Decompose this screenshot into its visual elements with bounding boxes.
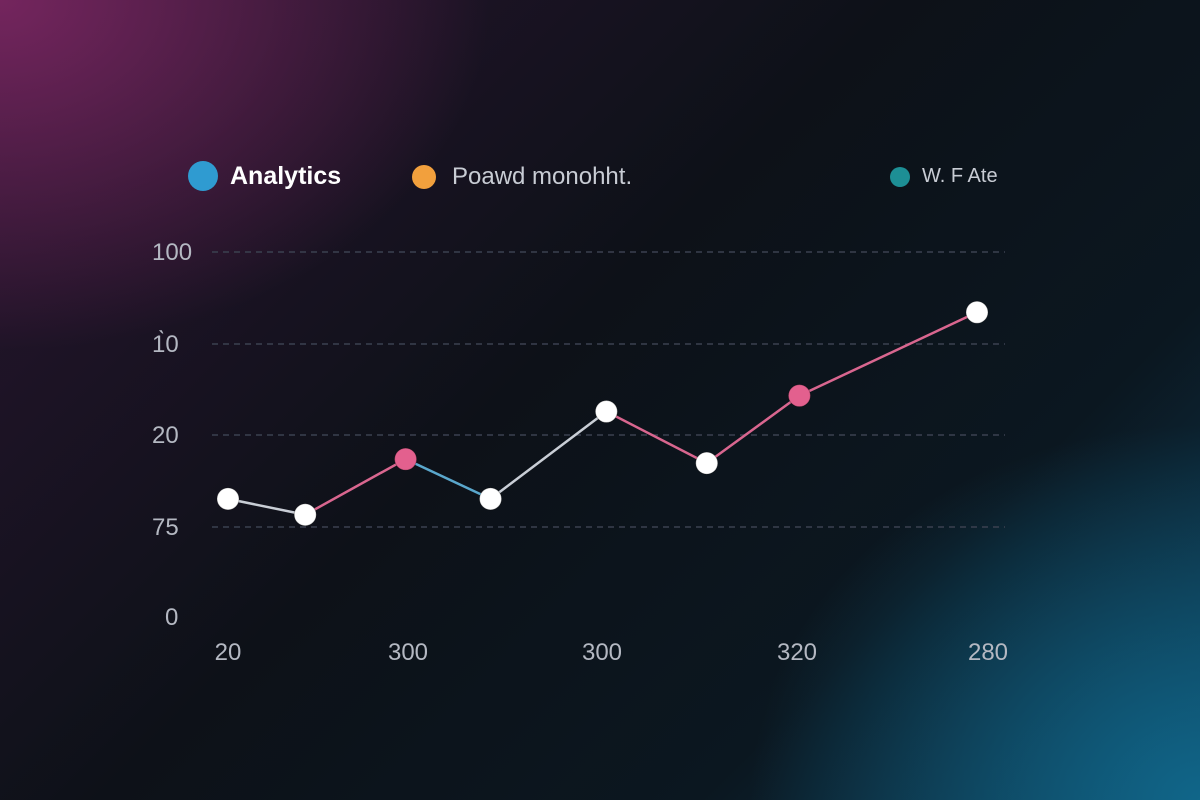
legend-item-third: W. F Ate xyxy=(890,165,998,188)
x-tick-label: 280 xyxy=(968,639,1008,666)
series-line xyxy=(226,311,979,516)
legend-label: Poawd monohht. xyxy=(452,163,633,190)
line-segment xyxy=(798,311,979,397)
line-segment xyxy=(404,457,492,501)
gridlines xyxy=(212,251,1005,528)
y-tick-label: 0 xyxy=(165,604,178,631)
data-point xyxy=(216,487,240,511)
line-segment xyxy=(705,394,801,465)
line-segment xyxy=(303,457,407,516)
y-tick-label: 20 xyxy=(152,422,179,449)
x-tick-label: 320 xyxy=(777,639,817,666)
legend-swatch-orange xyxy=(412,165,436,189)
y-tick-label: 100 xyxy=(152,239,192,266)
x-tick-label: 300 xyxy=(388,639,428,666)
data-point xyxy=(293,503,317,527)
line-segment xyxy=(226,497,307,516)
legend-label: Analytics xyxy=(230,161,342,190)
legend-item-analytics: Analytics xyxy=(188,161,341,191)
data-point-markers xyxy=(216,300,989,527)
y-tick-label: 75 xyxy=(152,514,179,541)
y-axis-tick-labels: 100 1̀0 20 75 0 xyxy=(152,239,192,631)
data-point xyxy=(479,487,503,511)
x-tick-label: 20 xyxy=(215,639,242,666)
x-tick-label: 300 xyxy=(582,639,622,666)
legend-label: W. F Ate xyxy=(922,165,998,187)
legend-item-second: Poawd monohht. xyxy=(412,163,632,191)
y-tick-label: 1̀0 xyxy=(152,330,179,358)
legend-swatch-blue xyxy=(188,161,218,191)
data-point xyxy=(787,384,811,408)
x-axis-tick-labels: 20 300 300 320 280 xyxy=(215,639,1008,666)
line-segment xyxy=(605,410,708,465)
data-point xyxy=(965,300,989,324)
line-segment xyxy=(489,410,608,501)
data-point xyxy=(594,400,618,424)
legend-swatch-teal xyxy=(890,166,910,187)
chart-legend: Analytics Poawd monohht. W. F Ate xyxy=(0,0,1200,240)
data-point xyxy=(394,447,418,471)
data-point xyxy=(695,451,719,475)
